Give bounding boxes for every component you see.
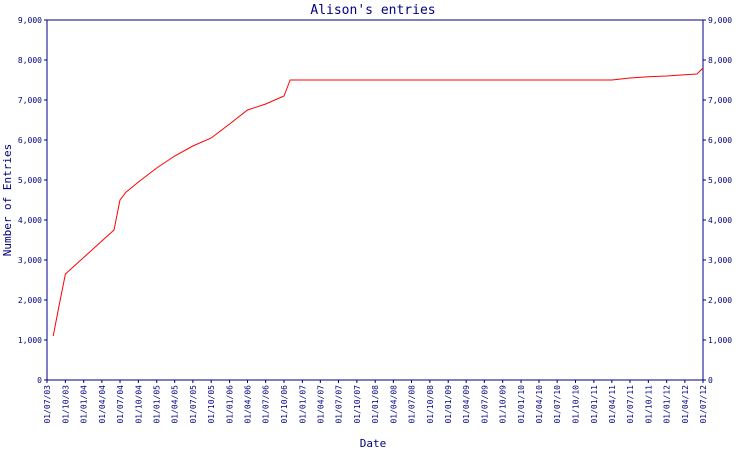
x-tick-label: 01/10/08 bbox=[426, 385, 435, 424]
y-tick-label-left: 9,000 bbox=[18, 16, 42, 25]
x-tick-label: 01/01/06 bbox=[226, 385, 235, 424]
x-tick-label: 01/10/04 bbox=[134, 385, 143, 424]
y-tick-label-left: 4,000 bbox=[18, 216, 42, 225]
x-tick-label: 01/01/05 bbox=[153, 385, 162, 424]
x-tick-label: 01/07/03 bbox=[43, 385, 52, 424]
y-tick-label-right: 2,000 bbox=[708, 296, 732, 305]
x-tick-label: 01/01/04 bbox=[80, 385, 89, 424]
y-tick-label-left: 8,000 bbox=[18, 56, 42, 65]
x-tick-label: 01/07/05 bbox=[189, 385, 198, 424]
y-tick-label-left: 6,000 bbox=[18, 136, 42, 145]
y-tick-label-right: 8,000 bbox=[708, 56, 732, 65]
y-tick-label-left: 0 bbox=[37, 376, 42, 385]
x-tick-label: 01/04/08 bbox=[389, 385, 398, 424]
y-tick-label-left: 7,000 bbox=[18, 96, 42, 105]
x-tick-label: 01/10/10 bbox=[572, 385, 581, 424]
x-tick-label: 01/07/12 bbox=[699, 385, 708, 424]
x-tick-label: 01/07/04 bbox=[116, 385, 125, 424]
x-tick-label: 01/10/06 bbox=[280, 385, 289, 424]
x-tick-label: 01/01/08 bbox=[371, 385, 380, 424]
x-tick-label: 01/07/08 bbox=[408, 385, 417, 424]
x-tick-label: 01/10/05 bbox=[207, 385, 216, 424]
x-axis-label: Date bbox=[360, 437, 387, 450]
y-tick-label-right: 7,000 bbox=[708, 96, 732, 105]
series-line bbox=[52, 67, 704, 337]
y-tick-label-right: 3,000 bbox=[708, 256, 732, 265]
x-tick-label: 01/10/09 bbox=[499, 385, 508, 424]
y-tick-label-left: 3,000 bbox=[18, 256, 42, 265]
x-tick-label: 01/10/03 bbox=[61, 385, 70, 424]
x-tick-label: 01/04/05 bbox=[171, 385, 180, 424]
axes: 0 0 1,000 1,000 2,000 2,000 3,000 3,000 4,000 4,0… bbox=[18, 16, 732, 424]
y-axis-label: Number of Entries bbox=[1, 144, 14, 257]
y-tick-label-right: 4,000 bbox=[708, 216, 732, 225]
x-tick-label: 01/07/11 bbox=[626, 385, 635, 424]
y-tick-label-left: 2,000 bbox=[18, 296, 42, 305]
x-tick-label: 01/04/11 bbox=[608, 385, 617, 424]
y-tick-label-left: 1,000 bbox=[18, 336, 42, 345]
x-tick-label: 01/01/12 bbox=[663, 385, 672, 424]
x-tick-label: 01/07/06 bbox=[262, 385, 271, 424]
x-tick-label: 01/07/09 bbox=[480, 385, 489, 424]
x-tick-label: 01/01/09 bbox=[444, 385, 453, 424]
x-tick-label: 01/04/06 bbox=[244, 385, 253, 424]
y-tick-label-right: 6,000 bbox=[708, 136, 732, 145]
x-tick-label: 01/04/10 bbox=[535, 385, 544, 424]
y-tick-label-left: 5,000 bbox=[18, 176, 42, 185]
y-tick-label-right: 1,000 bbox=[708, 336, 732, 345]
y-tick-label-right: 5,000 bbox=[708, 176, 732, 185]
y-tick-label-right: 9,000 bbox=[708, 16, 732, 25]
series-layer bbox=[52, 67, 704, 337]
x-tick-label: 01/04/04 bbox=[98, 385, 107, 424]
x-tick-label: 01/07/07 bbox=[334, 385, 343, 424]
x-tick-label: 01/04/12 bbox=[681, 385, 690, 424]
x-tick-label: 01/01/11 bbox=[590, 385, 599, 424]
x-tick-label: 01/10/11 bbox=[644, 385, 653, 424]
chart-title: Alison's entries bbox=[310, 3, 435, 18]
x-tick-label: 01/07/10 bbox=[553, 385, 562, 424]
x-tick-label: 01/10/07 bbox=[353, 385, 362, 424]
x-tick-label: 01/01/07 bbox=[298, 385, 307, 424]
x-tick-label: 01/04/09 bbox=[462, 385, 471, 424]
x-tick-label: 01/01/10 bbox=[517, 385, 526, 424]
y-tick-label-right: 0 bbox=[708, 376, 713, 385]
x-tick-label: 01/04/07 bbox=[316, 385, 325, 424]
